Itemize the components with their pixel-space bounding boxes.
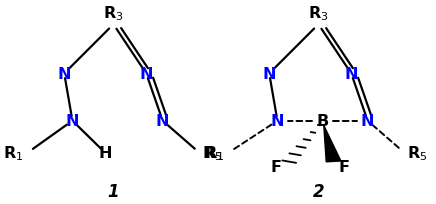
Text: N: N xyxy=(361,114,375,129)
Text: R$_3$: R$_3$ xyxy=(103,5,124,23)
Text: R$_1$: R$_1$ xyxy=(204,144,224,162)
Text: N: N xyxy=(140,67,153,82)
Text: N: N xyxy=(58,67,71,82)
Text: N: N xyxy=(66,114,79,129)
Text: F: F xyxy=(339,159,350,174)
Polygon shape xyxy=(324,126,341,162)
Text: N: N xyxy=(271,114,284,129)
Text: B: B xyxy=(317,114,329,129)
Text: R$_5$: R$_5$ xyxy=(201,144,222,162)
Text: N: N xyxy=(344,67,358,82)
Text: N: N xyxy=(156,114,169,129)
Text: R$_5$: R$_5$ xyxy=(407,144,427,162)
Text: R$_1$: R$_1$ xyxy=(3,144,23,162)
Text: F: F xyxy=(270,159,282,174)
Text: H: H xyxy=(99,146,112,161)
Text: R$_3$: R$_3$ xyxy=(308,5,329,23)
Text: N: N xyxy=(262,67,276,82)
Text: 1: 1 xyxy=(108,182,119,200)
Text: 2: 2 xyxy=(313,182,324,200)
